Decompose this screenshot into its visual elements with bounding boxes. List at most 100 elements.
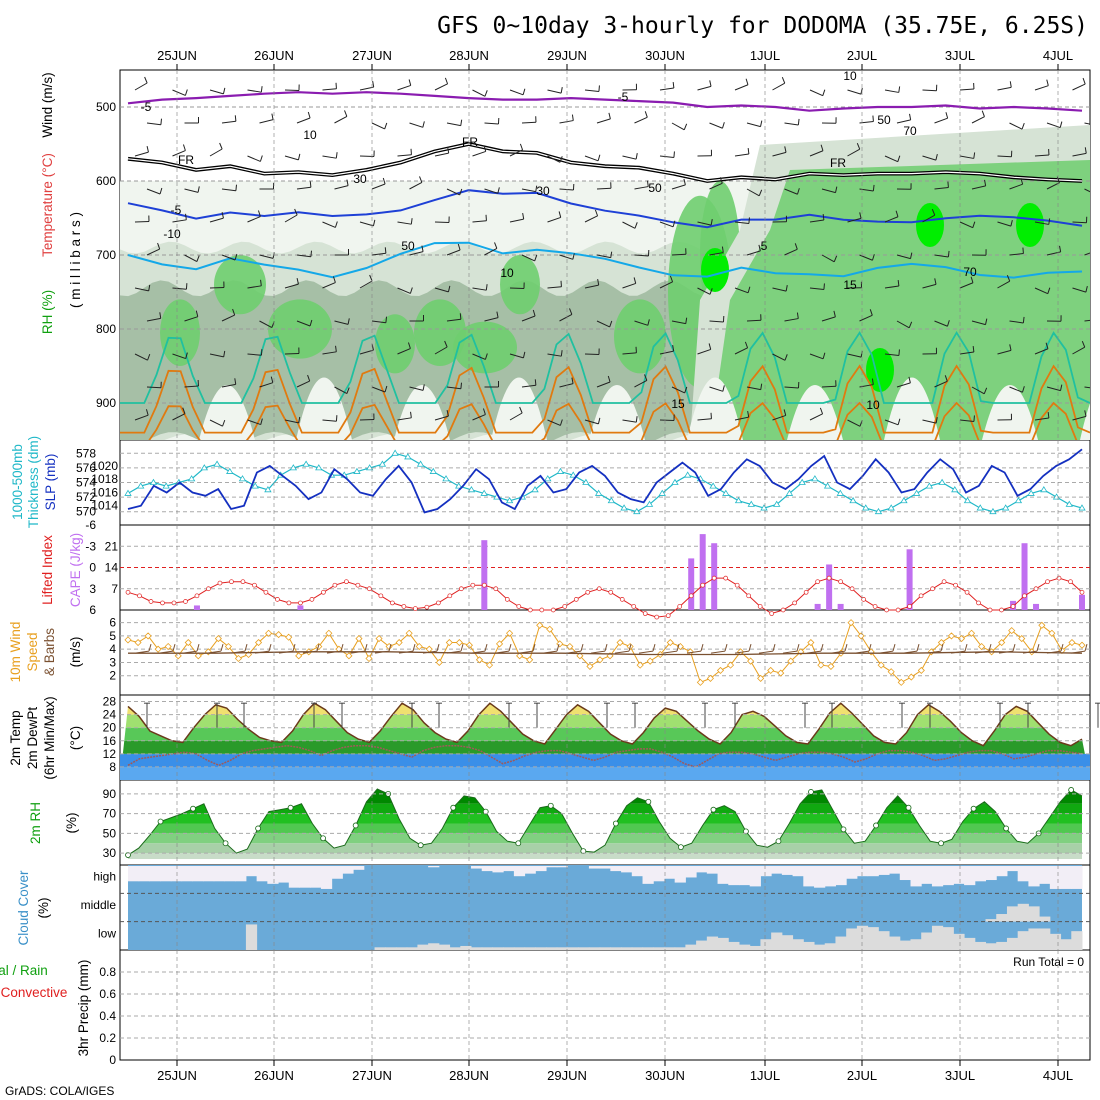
wind-barb-flag [309,181,312,188]
wind-barb-flag [1047,411,1050,419]
wind-barb [296,117,311,124]
wind-barb-flag [460,382,463,389]
cloud-high-gap [181,866,193,882]
wind-barb-flag [384,247,387,254]
surface-barb-flag [340,644,344,652]
wind-barb-flag [184,89,188,96]
wind-barb [221,188,236,192]
wind-barb-flag [335,152,338,159]
cloud-high-gap [310,866,322,888]
wind-barb-flag [148,284,151,291]
surface-barb-flag [316,644,320,652]
wind-barb [697,287,711,295]
lifted-index-point [125,589,131,595]
wind-barb-flag [672,345,675,352]
wind-barb-flag [372,219,376,226]
wind-barb-flag [572,253,575,260]
wind-barb [922,283,937,289]
wind-barb [622,419,637,423]
lifted-index-point [757,604,763,609]
cloud-high-gap [814,866,826,888]
wind-barb [584,419,599,425]
temp-axis-title: (6hr Min/Max) [42,696,57,779]
wind-barb-flag [683,178,686,186]
wind-barb-flag [444,340,448,348]
rh-point [352,822,359,829]
surface-barb [446,650,462,654]
contour-label: -5 [618,90,629,104]
lifted-index-point [160,600,165,606]
precip-tick: 0 [109,1053,116,1067]
cloud-high-gap [792,866,804,877]
lifted-index-point [217,580,223,586]
wind-speed-point [937,638,945,647]
cloud-high-gap [953,866,965,884]
cloud-low-block [588,947,601,950]
wind-barb [884,216,899,223]
rh-point [645,798,652,805]
wind-barb-flag [970,276,974,283]
wind-barb [409,122,423,128]
wind-barb [134,414,149,421]
cloud-low-block [663,947,676,950]
rh-point [905,804,912,811]
wind-barb-flag [160,118,163,125]
rh-upper-green [710,160,1090,440]
wind-speed-point [154,645,162,653]
wind-barb [322,221,336,228]
surface-barb [254,650,270,654]
wind-barb [434,287,449,293]
thickness-point [683,471,692,478]
wind-barb [521,315,536,322]
wind-barb [847,353,862,358]
rh-green-plume [375,314,415,374]
cloud-low-block [546,947,558,950]
dry-plume [589,385,645,440]
wind-barb-flag [1009,81,1012,88]
wind-speed-point [124,636,132,644]
wind-barb-flag [1081,341,1086,348]
wind-barb-flag [748,217,750,224]
wind-speed-point [1018,634,1026,643]
lifted-index-point [803,589,809,595]
wind-speed-point [1078,641,1086,649]
wind-barb-flag [635,416,638,423]
thickness-point [925,482,934,489]
wind-barb-flag [608,112,611,120]
surface-barb [734,650,750,654]
surface-barb [350,650,366,654]
wind-barb [671,122,685,131]
thickness-point [124,489,132,496]
temp-tick: 28 [103,695,117,709]
rh-shading [120,106,1090,440]
dry-plume [296,377,352,440]
lifted-index-point [723,575,729,581]
cloud-high-gap [931,866,944,887]
rh-point [515,840,522,847]
pressure-tick-label: 700 [96,248,116,262]
cape-tick: 7 [111,582,118,596]
cloud-low-block [685,944,697,950]
wind-barb-flag [758,189,763,196]
wind-barb-flag [294,208,298,216]
cape-bar [1021,543,1028,610]
cloud-high-gap [835,866,847,886]
rh-green-plume [414,299,466,367]
rh-point [157,818,164,825]
wind-barb-flag [597,154,601,161]
thickness-point [836,489,845,496]
rh-saturated-patch [1016,203,1044,247]
top-date-label: 27JUN [352,48,392,63]
wind-barb-flag [334,221,338,228]
li-tick: -3 [85,539,96,553]
cloud-high-gap [1017,866,1029,882]
wind-barb-flag [558,211,562,218]
surface-barb [878,650,894,654]
bottom-date-label: 25JUN [157,1068,197,1083]
wind-barb-flag [908,321,913,328]
surface-barb-flag [700,644,704,652]
wind-barb [772,287,787,292]
plus20-contour [120,364,1090,434]
wind-barb-flag [384,122,388,130]
wind-barb-flag [669,275,674,283]
